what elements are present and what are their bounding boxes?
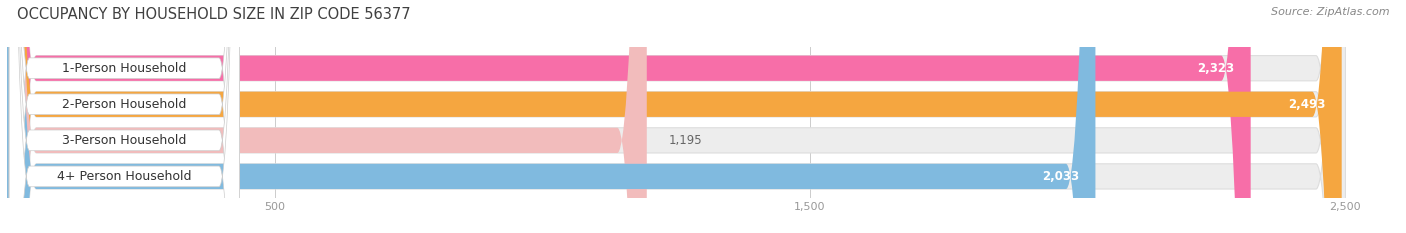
FancyBboxPatch shape	[10, 0, 239, 233]
Text: 1,195: 1,195	[668, 134, 702, 147]
Text: 4+ Person Household: 4+ Person Household	[58, 170, 191, 183]
FancyBboxPatch shape	[7, 0, 647, 233]
FancyBboxPatch shape	[10, 0, 239, 233]
Text: 2,493: 2,493	[1288, 98, 1326, 111]
FancyBboxPatch shape	[10, 0, 239, 233]
Text: 1-Person Household: 1-Person Household	[62, 62, 187, 75]
Text: 2,033: 2,033	[1042, 170, 1080, 183]
Text: 2,323: 2,323	[1198, 62, 1234, 75]
FancyBboxPatch shape	[7, 0, 1095, 233]
FancyBboxPatch shape	[10, 0, 239, 233]
Text: 3-Person Household: 3-Person Household	[62, 134, 187, 147]
Text: 2-Person Household: 2-Person Household	[62, 98, 187, 111]
FancyBboxPatch shape	[7, 0, 1251, 233]
FancyBboxPatch shape	[7, 0, 1346, 233]
FancyBboxPatch shape	[7, 0, 1346, 233]
Text: OCCUPANCY BY HOUSEHOLD SIZE IN ZIP CODE 56377: OCCUPANCY BY HOUSEHOLD SIZE IN ZIP CODE …	[17, 7, 411, 22]
FancyBboxPatch shape	[7, 0, 1341, 233]
Text: Source: ZipAtlas.com: Source: ZipAtlas.com	[1271, 7, 1389, 17]
FancyBboxPatch shape	[7, 0, 1346, 233]
FancyBboxPatch shape	[7, 0, 1346, 233]
